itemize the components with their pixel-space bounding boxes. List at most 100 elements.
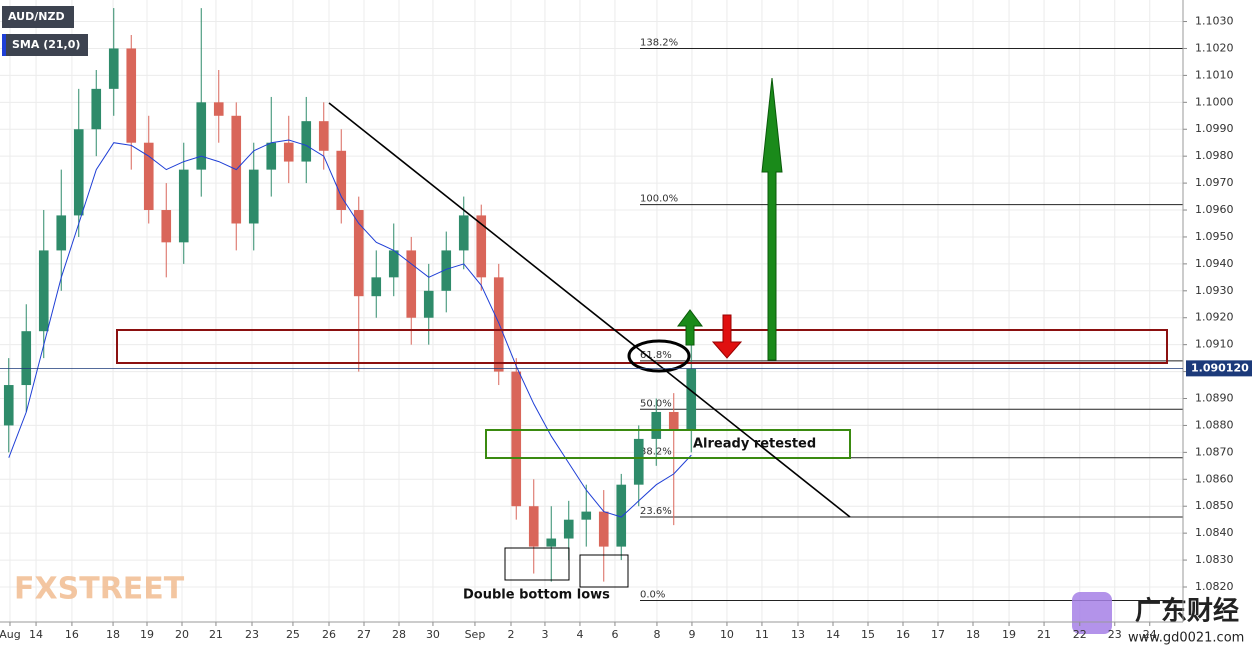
last-price-label: 1.090120 — [1191, 361, 1249, 374]
candle-body — [283, 142, 294, 162]
candle-body — [406, 250, 417, 318]
watermark: www.gd0021.com — [1128, 631, 1244, 646]
candle-body — [318, 121, 329, 151]
y-tick-label: 1.0820 — [1195, 580, 1234, 593]
x-tick-label: 19 — [1002, 628, 1016, 641]
legend-entry: SMA (21,0) — [12, 38, 80, 51]
y-tick-label: 1.0870 — [1195, 445, 1234, 458]
candle-body — [301, 121, 312, 162]
x-tick-label: 16 — [896, 628, 910, 641]
candle-body — [336, 150, 347, 211]
x-tick-label: 21 — [1037, 628, 1051, 641]
y-tick-label: 1.0950 — [1195, 230, 1234, 243]
legend-swatch — [2, 34, 6, 56]
fib-label: 100.0% — [640, 194, 678, 205]
candle-body — [598, 511, 609, 547]
y-tick-label: 1.0860 — [1195, 472, 1234, 485]
fib-label: 0.0% — [640, 589, 665, 600]
candle-body — [651, 411, 662, 439]
candle-body — [73, 129, 84, 216]
x-tick-label: 2 — [508, 628, 515, 641]
y-tick-label: 1.0910 — [1195, 338, 1234, 351]
x-tick-label: 17 — [931, 628, 945, 641]
candles — [3, 8, 697, 582]
fib-label: 23.6% — [640, 506, 672, 517]
support-zone — [485, 429, 851, 459]
x-tick-label: 23 — [245, 628, 259, 641]
y-tick-label: 1.0840 — [1195, 526, 1234, 539]
x-tick-label: 22 — [1073, 628, 1087, 641]
candle-body — [108, 48, 119, 89]
x-tick-label: 10 — [720, 628, 734, 641]
candle-body — [388, 250, 399, 278]
candle-body — [178, 169, 189, 243]
y-tick-label: 1.0960 — [1195, 203, 1234, 216]
y-tick-label: 1.1000 — [1195, 95, 1234, 108]
y-tick-label: 1.0970 — [1195, 176, 1234, 189]
x-tick-label: 14 — [826, 628, 840, 641]
y-tick-label: 1.1010 — [1195, 68, 1234, 81]
y-tick-label: 1.0920 — [1195, 311, 1234, 324]
big-up-arrow — [761, 77, 783, 361]
up-arrow — [677, 309, 703, 346]
candle-body — [56, 215, 67, 251]
candle-body — [511, 371, 522, 507]
x-tick-label: 25 — [286, 628, 300, 641]
x-tick-label: 23 — [1108, 628, 1122, 641]
x-tick-label: 28 — [392, 628, 406, 641]
candle-body — [371, 277, 382, 297]
candle-body — [161, 210, 172, 243]
candle-body — [546, 538, 557, 547]
candle-body — [563, 519, 574, 539]
candle-body — [441, 250, 452, 291]
annotation: Double bottom lows — [463, 588, 610, 603]
candle-body — [126, 48, 137, 143]
grid — [0, 0, 1183, 622]
candle-body — [528, 506, 539, 547]
x-tick-label: 18 — [106, 628, 120, 641]
x-tick-label: 21 — [209, 628, 223, 641]
x-tick-label: 14 — [29, 628, 43, 641]
x-tick-label: 30 — [426, 628, 440, 641]
x-tick-label: 8 — [653, 628, 660, 641]
legend-title: AUD/NZD — [8, 10, 65, 23]
y-tick-label: 1.0930 — [1195, 284, 1234, 297]
candle-body — [616, 484, 627, 547]
y-tick-label: 1.1020 — [1195, 41, 1234, 54]
watermark: 广东财经 — [1135, 596, 1239, 627]
x-tick-label: 20 — [175, 628, 189, 641]
down-arrow — [711, 314, 743, 359]
y-tick-label: 1.0940 — [1195, 257, 1234, 270]
legend-box — [2, 34, 88, 56]
candle-body — [423, 290, 434, 318]
sma-line — [8, 139, 692, 518]
x-tick-label: 13 — [791, 628, 805, 641]
y-tick-label: 1.0880 — [1195, 418, 1234, 431]
annotation: Already retested — [693, 437, 816, 452]
x-tick-label: 6 — [611, 628, 618, 641]
candle-body — [266, 142, 277, 170]
fib-label: 61.8% — [640, 350, 672, 361]
x-tick-label: 26 — [322, 628, 336, 641]
x-tick-label: Sep — [465, 628, 486, 641]
candle-body — [581, 511, 592, 520]
last-price-box — [1186, 360, 1252, 377]
bottom-box — [579, 554, 629, 588]
watermark-logo — [1072, 592, 1112, 634]
resistance-zone — [116, 329, 1168, 364]
candle-body — [213, 102, 224, 116]
x-tick-label: 24 — [1143, 628, 1157, 641]
fib-label: 138.2% — [640, 37, 678, 48]
candle-body — [353, 210, 364, 297]
x-tick-label: 15 — [861, 628, 875, 641]
candle-body — [668, 411, 679, 431]
candle-body — [248, 169, 259, 224]
x-tick-label: 11 — [755, 628, 769, 641]
y-tick-label: 1.0830 — [1195, 553, 1234, 566]
y-tick-label: 1.0980 — [1195, 149, 1234, 162]
x-tick-label: 18 — [966, 628, 980, 641]
y-tick-label: 1.0890 — [1195, 392, 1234, 405]
candle-body — [196, 102, 207, 170]
